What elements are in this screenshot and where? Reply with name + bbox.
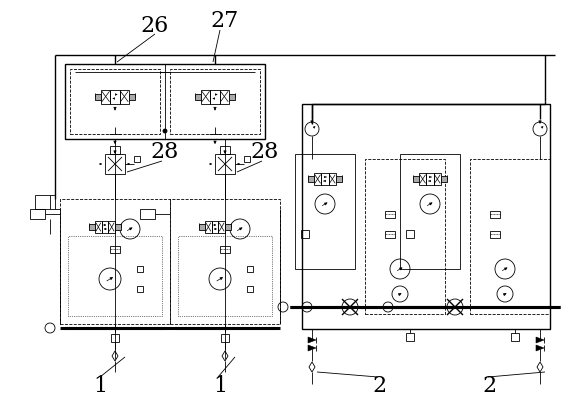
Bar bbox=[95, 93, 101, 99]
Bar bbox=[134, 156, 140, 162]
Bar bbox=[441, 176, 447, 182]
Bar bbox=[195, 93, 201, 99]
Text: 28: 28 bbox=[251, 141, 279, 163]
Bar bbox=[336, 176, 342, 182]
Bar bbox=[35, 195, 55, 209]
Polygon shape bbox=[308, 337, 316, 343]
Text: 28: 28 bbox=[151, 141, 179, 163]
Bar bbox=[225, 224, 231, 230]
Text: 26: 26 bbox=[141, 15, 169, 37]
Bar bbox=[65, 64, 265, 139]
Bar bbox=[427, 173, 434, 185]
Bar bbox=[301, 230, 309, 238]
Bar bbox=[212, 221, 218, 233]
Text: 27: 27 bbox=[211, 10, 239, 32]
Bar bbox=[115, 224, 121, 230]
Bar bbox=[247, 266, 253, 272]
Bar bbox=[329, 173, 336, 185]
Bar bbox=[30, 209, 45, 219]
Bar bbox=[406, 230, 414, 238]
Bar bbox=[314, 173, 321, 185]
Bar bbox=[102, 221, 108, 233]
Bar bbox=[220, 146, 230, 154]
Bar bbox=[60, 199, 170, 324]
Bar bbox=[170, 69, 260, 134]
Polygon shape bbox=[536, 345, 544, 351]
Bar bbox=[89, 224, 95, 230]
Bar bbox=[120, 90, 129, 103]
Bar bbox=[419, 173, 427, 185]
Bar bbox=[108, 221, 115, 233]
Bar bbox=[321, 173, 329, 185]
Bar bbox=[385, 210, 395, 217]
Text: 1: 1 bbox=[93, 375, 107, 397]
Bar bbox=[244, 156, 250, 162]
Text: 1: 1 bbox=[213, 375, 227, 397]
Polygon shape bbox=[308, 345, 316, 351]
Polygon shape bbox=[536, 337, 544, 343]
Bar bbox=[199, 224, 205, 230]
Bar bbox=[308, 176, 314, 182]
Bar bbox=[170, 199, 280, 324]
Bar bbox=[110, 90, 120, 103]
Bar bbox=[137, 286, 143, 292]
Text: 2: 2 bbox=[483, 375, 497, 397]
Bar bbox=[218, 221, 225, 233]
Bar bbox=[110, 146, 120, 154]
Circle shape bbox=[163, 129, 167, 133]
Bar bbox=[201, 90, 210, 103]
Bar bbox=[511, 333, 519, 341]
Bar bbox=[247, 286, 253, 292]
Bar bbox=[413, 176, 419, 182]
Bar bbox=[105, 154, 125, 174]
Bar bbox=[221, 334, 229, 342]
Bar bbox=[385, 231, 395, 238]
Bar bbox=[365, 159, 445, 314]
Bar bbox=[220, 246, 230, 252]
Bar bbox=[434, 173, 441, 185]
Bar bbox=[70, 69, 160, 134]
Bar bbox=[406, 333, 414, 341]
Bar bbox=[490, 231, 500, 238]
Bar bbox=[229, 93, 235, 99]
Bar bbox=[470, 159, 550, 314]
Bar bbox=[210, 90, 220, 103]
Bar bbox=[101, 90, 110, 103]
Bar bbox=[295, 154, 355, 269]
Bar bbox=[178, 236, 272, 316]
Bar bbox=[129, 93, 135, 99]
Text: 2: 2 bbox=[373, 375, 387, 397]
Bar bbox=[490, 210, 500, 217]
Bar bbox=[302, 104, 550, 329]
Bar bbox=[400, 154, 460, 269]
Bar bbox=[111, 334, 119, 342]
Bar bbox=[95, 221, 102, 233]
Bar bbox=[140, 209, 155, 219]
Bar bbox=[68, 236, 162, 316]
Bar bbox=[110, 246, 120, 252]
Bar bbox=[137, 266, 143, 272]
Bar bbox=[205, 221, 212, 233]
Bar bbox=[220, 90, 229, 103]
Bar bbox=[215, 154, 235, 174]
